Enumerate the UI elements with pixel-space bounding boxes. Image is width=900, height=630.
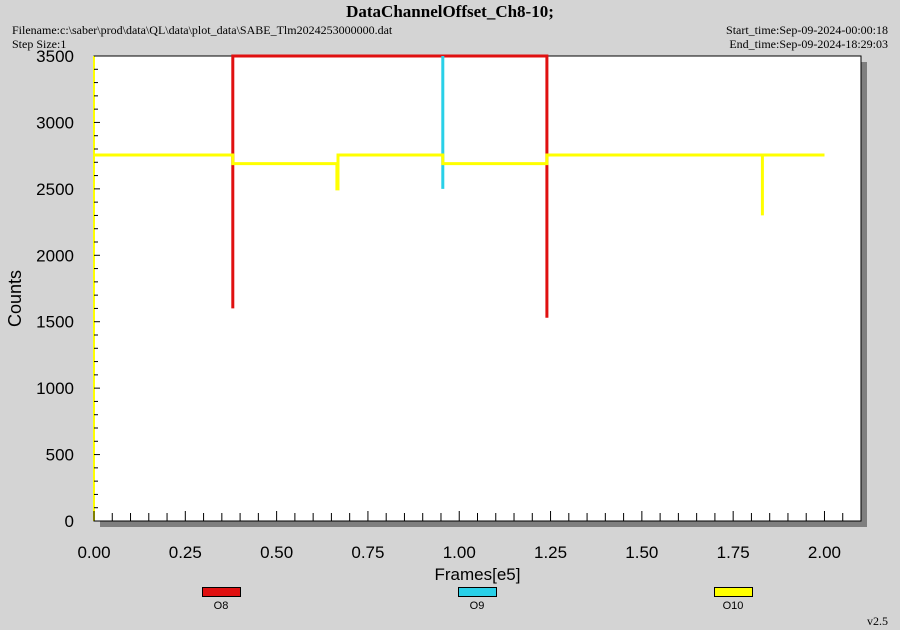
x-tick-label: 0.00 xyxy=(77,543,110,562)
series-line-o8 xyxy=(231,54,549,318)
x-axis-label: Frames[e5] xyxy=(435,565,521,584)
x-tick-label: 1.25 xyxy=(534,543,567,562)
x-tick-label: 0.25 xyxy=(169,543,202,562)
legend-swatch-o9 xyxy=(458,587,497,597)
series-line-o10 xyxy=(94,153,825,216)
legend-label-o9: O9 xyxy=(469,600,485,612)
x-tick-label: 0.50 xyxy=(260,543,293,562)
plot-area xyxy=(93,55,862,522)
y-tick-label: 2500 xyxy=(36,180,74,199)
y-tick-label: 0 xyxy=(65,512,74,531)
version-label: v2.5 xyxy=(867,614,888,628)
legend-swatch-o10 xyxy=(714,587,753,597)
end-time-label: End_time:Sep-09-2024-18:29:03 xyxy=(729,37,888,51)
y-tick-label: 1500 xyxy=(36,313,74,332)
y-tick-label: 500 xyxy=(46,446,74,465)
x-tick-label: 1.50 xyxy=(625,543,658,562)
legend-label-o10: O10 xyxy=(722,600,744,612)
y-tick-label: 1000 xyxy=(36,379,74,398)
y-tick-label: 2000 xyxy=(36,246,74,265)
start-time-label: Start_time:Sep-09-2024-00:00:18 xyxy=(726,23,888,37)
y-tick-label: 3500 xyxy=(36,47,74,66)
x-tick-label: 1.00 xyxy=(443,543,476,562)
chart-title: DataChannelOffset_Ch8-10; xyxy=(346,2,554,21)
y-tick-label: 3000 xyxy=(36,113,74,132)
legend-label-o8: O8 xyxy=(213,600,229,612)
x-tick-label: 2.00 xyxy=(808,543,841,562)
step-size-label: Step Size:1 xyxy=(12,37,67,51)
filename-label: Filename:c:\saber\prod\data\QL\data\plot… xyxy=(12,23,393,37)
x-tick-label: 1.75 xyxy=(717,543,750,562)
x-tick-label: 0.75 xyxy=(351,543,384,562)
y-axis-label: Counts xyxy=(5,270,25,327)
legend-swatch-o8 xyxy=(202,587,241,597)
